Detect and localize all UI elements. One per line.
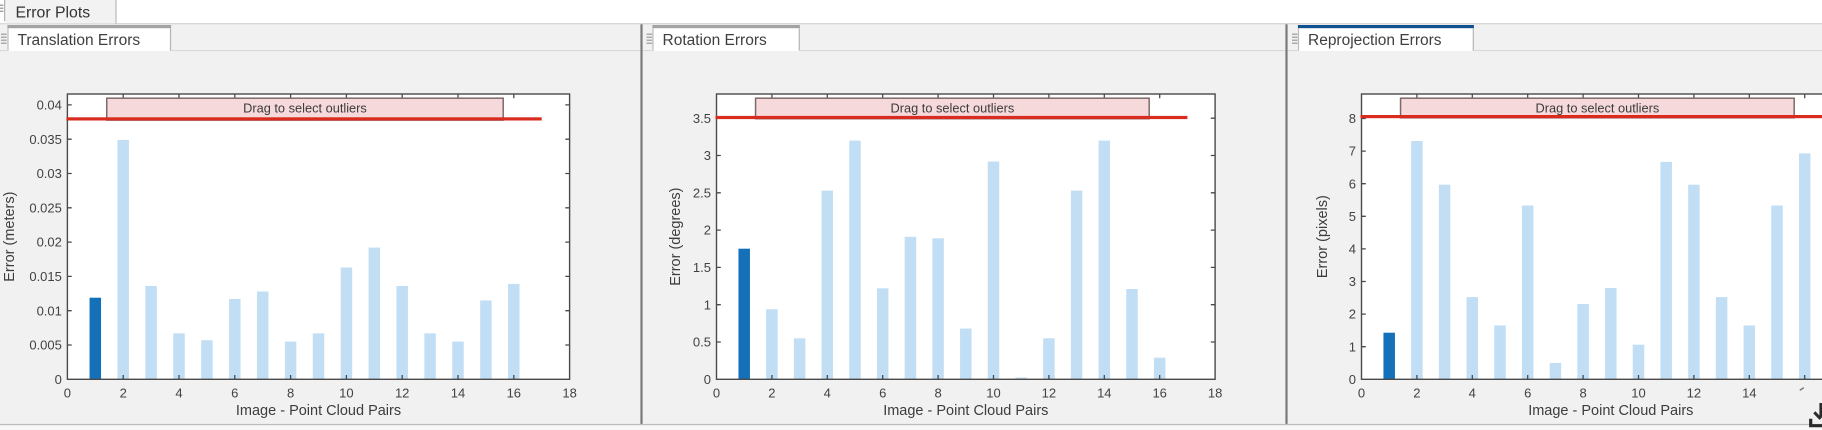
svg-text:3.5: 3.5 bbox=[693, 111, 711, 126]
svg-text:4: 4 bbox=[824, 385, 831, 400]
svg-text:2: 2 bbox=[1349, 307, 1356, 322]
svg-text:6: 6 bbox=[1524, 385, 1531, 400]
svg-text:0.025: 0.025 bbox=[29, 200, 62, 215]
svg-text:14: 14 bbox=[451, 385, 465, 400]
svg-text:7: 7 bbox=[1349, 144, 1356, 159]
svg-text:Error (degrees): Error (degrees) bbox=[668, 187, 684, 285]
svg-text:Image - Point Cloud Pairs: Image - Point Cloud Pairs bbox=[883, 403, 1048, 419]
svg-text:0: 0 bbox=[55, 372, 62, 387]
svg-text:Translation Errors: Translation Errors bbox=[18, 32, 141, 49]
svg-text:Error Plots: Error Plots bbox=[16, 4, 91, 21]
svg-text:0.035: 0.035 bbox=[29, 132, 62, 147]
svg-text:18: 18 bbox=[1208, 385, 1222, 400]
svg-text:2: 2 bbox=[704, 223, 711, 238]
svg-text:Drag to select outliers: Drag to select outliers bbox=[890, 101, 1014, 116]
svg-text:0: 0 bbox=[1349, 372, 1356, 387]
svg-text:0: 0 bbox=[713, 385, 720, 400]
svg-text:0.03: 0.03 bbox=[37, 166, 62, 181]
svg-text:8: 8 bbox=[1579, 385, 1586, 400]
svg-text:10: 10 bbox=[986, 385, 1000, 400]
svg-text:3: 3 bbox=[1349, 274, 1356, 289]
svg-text:0.04: 0.04 bbox=[37, 98, 62, 113]
svg-text:14: 14 bbox=[1742, 385, 1756, 400]
svg-text:4: 4 bbox=[1469, 385, 1476, 400]
svg-text:Drag to select outliers: Drag to select outliers bbox=[1535, 101, 1659, 116]
svg-text:0.02: 0.02 bbox=[37, 235, 62, 250]
svg-text:1: 1 bbox=[1349, 339, 1356, 354]
svg-text:5: 5 bbox=[1349, 209, 1356, 224]
svg-text:0: 0 bbox=[1358, 385, 1365, 400]
svg-text:10: 10 bbox=[339, 385, 353, 400]
svg-text:4: 4 bbox=[175, 385, 182, 400]
svg-text:2: 2 bbox=[1413, 385, 1420, 400]
svg-text:1.5: 1.5 bbox=[693, 260, 711, 275]
svg-text:6: 6 bbox=[231, 385, 238, 400]
svg-text:Error (pixels): Error (pixels) bbox=[1315, 195, 1331, 278]
svg-text:Image - Point Cloud Pairs: Image - Point Cloud Pairs bbox=[236, 403, 401, 419]
svg-text:Reprojection Errors: Reprojection Errors bbox=[1308, 32, 1442, 49]
svg-text:16: 16 bbox=[507, 385, 521, 400]
svg-text:Error (meters): Error (meters) bbox=[2, 192, 18, 282]
svg-text:10: 10 bbox=[1631, 385, 1645, 400]
svg-text:0: 0 bbox=[64, 385, 71, 400]
svg-text:Image - Point Cloud Pairs: Image - Point Cloud Pairs bbox=[1528, 403, 1693, 419]
svg-text:12: 12 bbox=[1687, 385, 1701, 400]
svg-text:2: 2 bbox=[768, 385, 775, 400]
svg-text:0.01: 0.01 bbox=[37, 303, 62, 318]
svg-text:16: 16 bbox=[1152, 385, 1166, 400]
svg-text:0.005: 0.005 bbox=[29, 338, 62, 353]
svg-text:12: 12 bbox=[395, 385, 409, 400]
svg-text:8: 8 bbox=[287, 385, 294, 400]
svg-text:14: 14 bbox=[1097, 385, 1111, 400]
svg-text:18: 18 bbox=[562, 385, 576, 400]
svg-text:0.015: 0.015 bbox=[29, 269, 62, 284]
svg-text:1: 1 bbox=[704, 297, 711, 312]
svg-text:Rotation Errors: Rotation Errors bbox=[663, 32, 767, 49]
svg-text:12: 12 bbox=[1042, 385, 1056, 400]
svg-text:0.5: 0.5 bbox=[693, 335, 711, 350]
svg-text:0: 0 bbox=[704, 372, 711, 387]
svg-text:6: 6 bbox=[879, 385, 886, 400]
svg-text:2.5: 2.5 bbox=[693, 185, 711, 200]
svg-text:8: 8 bbox=[1349, 111, 1356, 126]
svg-text:Drag to select outliers: Drag to select outliers bbox=[243, 101, 367, 116]
svg-text:4: 4 bbox=[1349, 242, 1356, 257]
svg-text:3: 3 bbox=[704, 148, 711, 163]
svg-text:2: 2 bbox=[120, 385, 127, 400]
svg-text:6: 6 bbox=[1349, 176, 1356, 191]
svg-text:8: 8 bbox=[934, 385, 941, 400]
